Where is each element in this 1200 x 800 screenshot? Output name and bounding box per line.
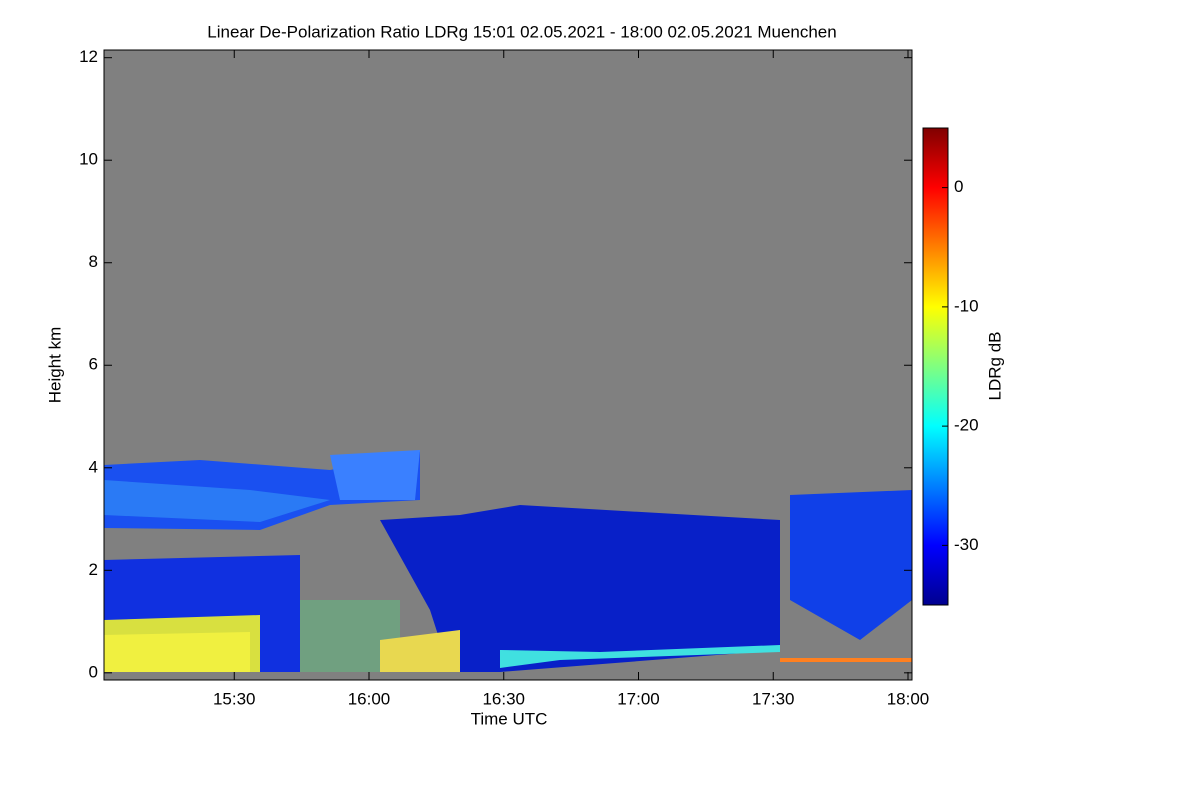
colorbar-tick-label: 0	[954, 177, 963, 196]
x-tick-label: 15:30	[213, 689, 256, 708]
x-axis-label: Time UTC	[471, 709, 548, 728]
x-tick-label: 18:00	[887, 689, 930, 708]
y-tick-label: 6	[89, 355, 98, 374]
y-tick-label: 12	[79, 47, 98, 66]
y-tick-label: 0	[89, 662, 98, 681]
colorbar	[922, 127, 949, 606]
x-tick-label: 17:30	[752, 689, 795, 708]
x-tick-label: 16:00	[348, 689, 391, 708]
chart-title: Linear De-Polarization Ratio LDRg 15:01 …	[207, 22, 836, 41]
x-tick-label: 17:00	[617, 689, 660, 708]
colorbar-tick-label: -20	[954, 416, 979, 435]
cloud-field	[104, 450, 912, 672]
colorbar-tick-label: -30	[954, 535, 979, 554]
y-axis-label: Height km	[45, 327, 64, 404]
y-tick-label: 8	[89, 252, 98, 271]
x-tick-label: 16:30	[482, 689, 525, 708]
colorbar-label: LDRg dB	[985, 332, 1004, 401]
y-tick-label: 2	[89, 560, 98, 579]
y-tick-label: 4	[89, 457, 98, 476]
colorbar-tick-label: -10	[954, 296, 979, 315]
y-tick-label: 10	[79, 150, 98, 169]
